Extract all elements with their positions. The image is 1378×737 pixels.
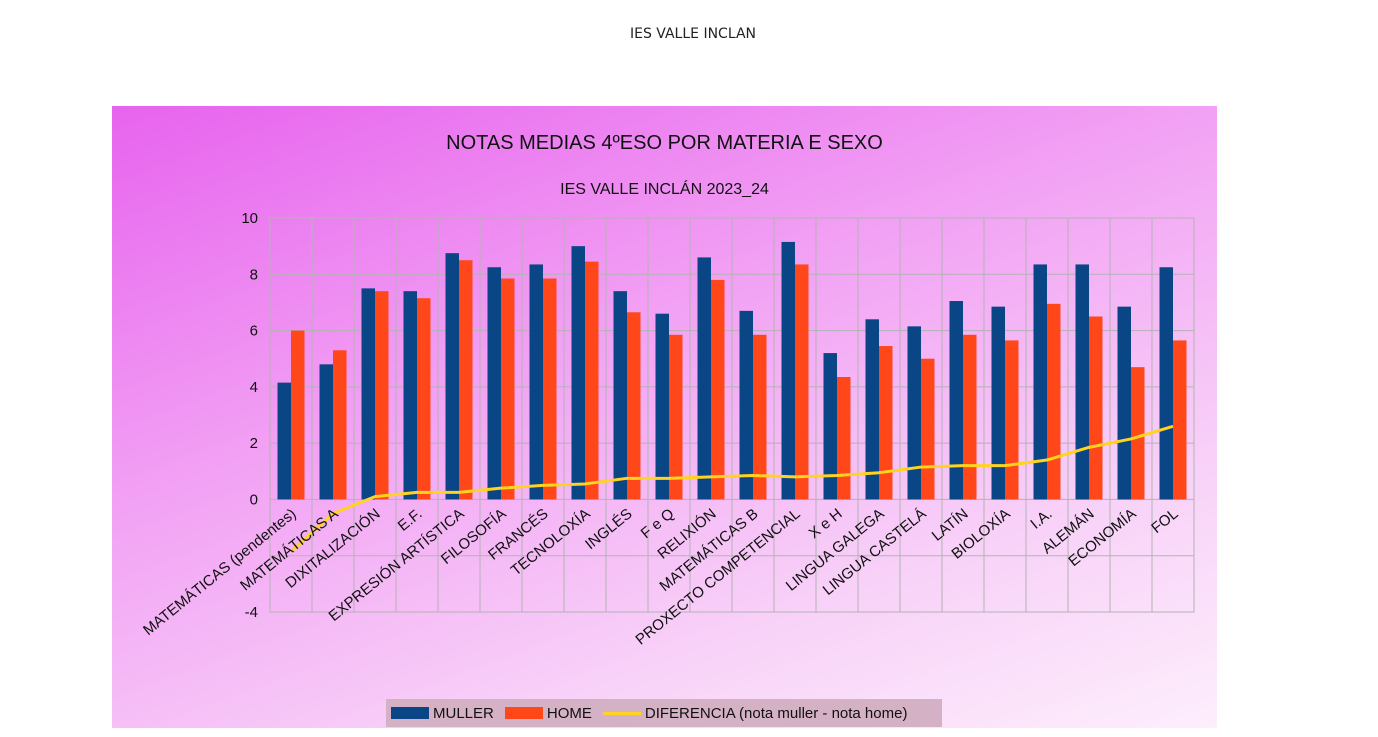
bar-muller bbox=[487, 267, 501, 500]
bar-home bbox=[459, 260, 473, 500]
x-tick-label: I.A. bbox=[1027, 505, 1055, 532]
chart-subtitle: IES VALLE INCLÁN 2023_24 bbox=[560, 181, 769, 198]
y-tick-label: 8 bbox=[250, 266, 258, 283]
bar-home bbox=[795, 264, 809, 500]
bar-home bbox=[879, 346, 893, 500]
y-tick-label: 0 bbox=[250, 491, 258, 508]
bar-home bbox=[711, 279, 725, 500]
line-diferencia bbox=[289, 424, 1174, 553]
bar-home bbox=[543, 278, 557, 500]
bar-home bbox=[585, 261, 599, 500]
bar-muller bbox=[697, 257, 711, 500]
bar-home bbox=[1131, 367, 1145, 500]
bar-home bbox=[669, 334, 683, 500]
bar-home bbox=[1089, 316, 1103, 500]
bar-home bbox=[501, 278, 515, 500]
legend-label-diferencia: DIFERENCIA (nota muller - nota home) bbox=[644, 704, 908, 722]
bar-muller bbox=[445, 253, 459, 500]
legend-swatch-home bbox=[504, 707, 543, 719]
bar-muller bbox=[529, 264, 543, 500]
bar-muller bbox=[571, 246, 585, 500]
bar-muller bbox=[781, 241, 795, 500]
bar-home bbox=[291, 330, 305, 500]
document-header: IES VALLE INCLAN bbox=[629, 26, 756, 42]
bar-muller bbox=[361, 288, 375, 500]
chart-title: NOTAS MEDIAS 4ºESO POR MATERIA E SEXO bbox=[446, 132, 883, 154]
x-tick-label: E.F. bbox=[395, 505, 426, 534]
bar-muller bbox=[655, 313, 669, 500]
bar-muller bbox=[865, 319, 879, 500]
bar-muller bbox=[1159, 267, 1173, 500]
bar-muller bbox=[949, 301, 963, 500]
bar-home bbox=[1047, 303, 1061, 500]
y-tick-label: -4 bbox=[245, 604, 258, 621]
bar-muller bbox=[1033, 264, 1047, 500]
bar-home bbox=[753, 334, 767, 500]
y-tick-label: 4 bbox=[250, 379, 258, 396]
bar-muller bbox=[277, 382, 291, 500]
bar-muller bbox=[739, 310, 753, 500]
y-tick-label: 6 bbox=[250, 323, 258, 340]
bar-muller bbox=[823, 353, 837, 500]
x-tick-label: MATEMÁTICAS (pendentes) bbox=[140, 505, 299, 639]
legend-label-muller: MULLER bbox=[433, 704, 494, 722]
legend-item-muller: MULLER bbox=[391, 705, 494, 722]
bar-muller bbox=[319, 364, 333, 500]
x-tick-label: INGLÉS bbox=[582, 505, 635, 553]
bar-home bbox=[375, 291, 389, 500]
legend-item-home: HOME bbox=[504, 704, 592, 722]
bar-home bbox=[1173, 340, 1187, 500]
legend-item-diferencia: DIFERENCIA (nota muller - nota home) bbox=[602, 704, 908, 722]
bar-muller bbox=[1075, 264, 1089, 500]
bar-muller bbox=[991, 306, 1005, 500]
bar-muller bbox=[403, 291, 417, 500]
bar-muller bbox=[907, 326, 921, 500]
legend-swatch-muller bbox=[391, 707, 429, 719]
bar-home bbox=[963, 334, 977, 500]
bar-home bbox=[837, 377, 851, 500]
legend: MULLER HOME DIFERENCIA (nota muller - no… bbox=[386, 699, 942, 727]
y-tick-label: 10 bbox=[241, 210, 258, 227]
chart-panel: 10 8 6 4 2 0 -4 MATEMÁTICAS (pendentes) MATEMÁTI… bbox=[112, 106, 1217, 728]
y-tick-label: 2 bbox=[250, 435, 258, 452]
bar-home bbox=[1005, 340, 1019, 500]
bar-home bbox=[333, 350, 347, 500]
legend-swatch-diferencia bbox=[602, 711, 641, 715]
x-tick-label: FOL bbox=[1148, 505, 1181, 537]
bar-muller bbox=[613, 291, 627, 500]
bar-muller bbox=[1117, 306, 1131, 500]
bar-home bbox=[627, 312, 641, 500]
bar-home bbox=[417, 298, 431, 500]
bar-home bbox=[921, 358, 935, 500]
legend-label-home: HOME bbox=[546, 704, 592, 722]
